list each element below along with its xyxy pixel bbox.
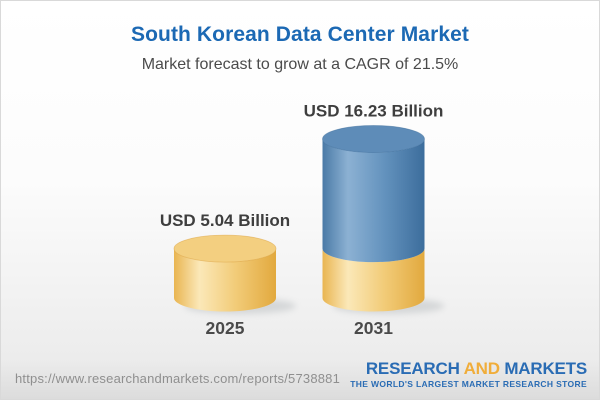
chart-subtitle: Market forecast to grow at a CAGR of 21.… [141, 56, 459, 74]
bar-top-2031 [322, 125, 425, 153]
logo-wordmark: RESEARCH AND MARKETS [350, 360, 587, 377]
x-axis-label-2025: 2025 [206, 318, 245, 338]
bar-value-label-2031: USD 16.23 Billion [304, 102, 444, 121]
logo-tagline: THE WORLD'S LARGEST MARKET RESEARCH STOR… [350, 379, 587, 389]
bar-segment-yellow-2025 [174, 248, 276, 312]
logo-word-markets: MARKETS [504, 359, 587, 378]
bar-segment-blue-2031 [322, 139, 425, 263]
bar-value-label-2025: USD 5.04 Billion [160, 211, 290, 230]
chart-header: South Korean Data Center Market Market f… [1, 23, 599, 74]
research-and-markets-logo: RESEARCH AND MARKETS THE WORLD'S LARGEST… [350, 360, 587, 389]
logo-word-research: RESEARCH [365, 359, 460, 378]
report-url: https://www.researchandmarkets.com/repor… [15, 371, 341, 386]
bar-segment-yellow-2031 [322, 248, 425, 312]
x-axis-label-2031: 2031 [354, 318, 393, 338]
bar-top-2025 [173, 234, 277, 263]
logo-word-and: AND [463, 359, 500, 378]
page-title: South Korean Data Center Market [130, 23, 469, 46]
